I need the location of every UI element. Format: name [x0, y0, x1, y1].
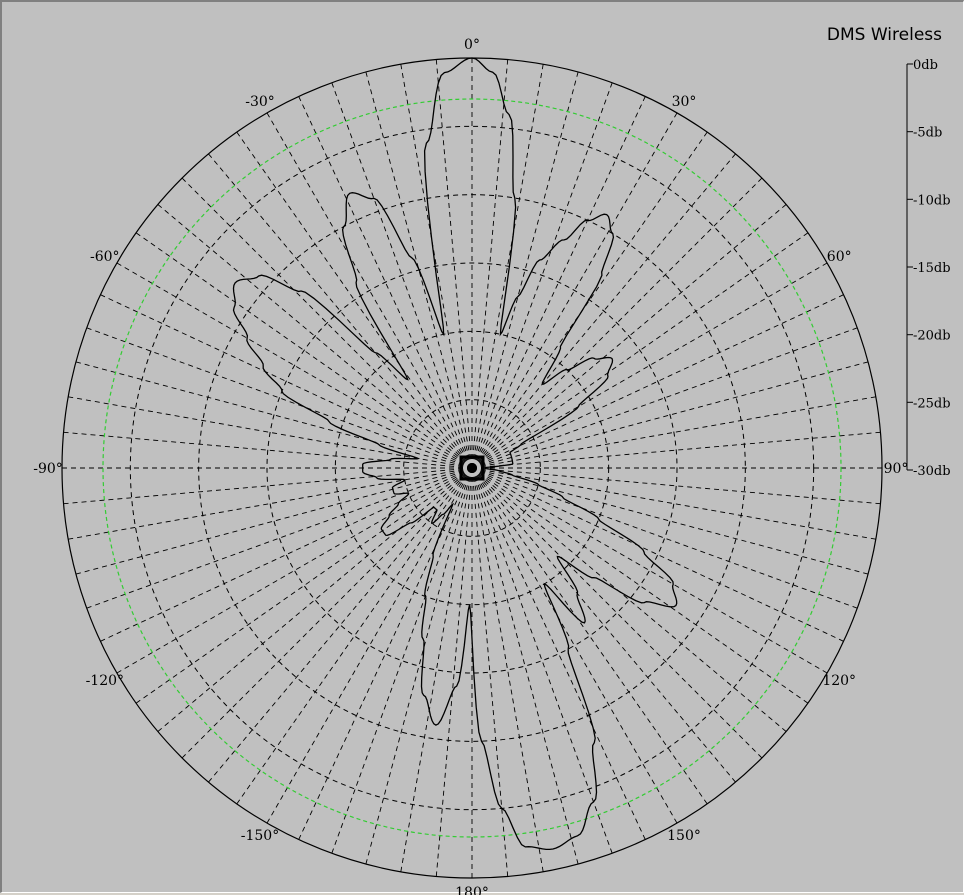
- angle-tick-label: 180°: [455, 885, 489, 895]
- angle-grid-spoke: [86, 467, 473, 609]
- angle-grid-spoke: [331, 467, 473, 854]
- db-scale-label: -15db: [913, 261, 951, 276]
- db-scale-label: -10db: [913, 193, 951, 208]
- angle-grid-spoke: [266, 467, 473, 824]
- angle-grid-spoke: [471, 467, 828, 674]
- angle-tick-label: 30°: [672, 94, 697, 110]
- db-grid-ring: [266, 262, 678, 674]
- angle-grid-spoke: [75, 467, 473, 575]
- center-marker: [459, 455, 485, 481]
- angle-grid-spoke: [471, 467, 613, 854]
- brand-label: DMS Wireless: [827, 25, 942, 45]
- db-scale-label: 0db: [913, 58, 938, 73]
- angle-tick-label: 120°: [822, 673, 856, 689]
- angle-grid-spoke: [298, 467, 473, 840]
- angle-tick-label: 90°: [884, 461, 909, 477]
- angle-tick-labels: 0° 30° 60° 90° 120° 150° 180° -150° -120° -90° -60…: [33, 37, 908, 895]
- db-scale-label: -5db: [913, 126, 942, 141]
- db-scale-label: -30db: [913, 464, 951, 479]
- angle-grid-spoke: [471, 467, 844, 642]
- radiation-pattern-line: [232, 57, 678, 851]
- angle-grid-spoke: [100, 467, 473, 642]
- angle-grid-spoke: [471, 467, 579, 865]
- db-scale-axis: 0db -5db -10db -15db -20db -25db -30db: [906, 58, 951, 479]
- angle-tick-label: 60°: [827, 249, 852, 265]
- angle-tick-label: -120°: [86, 673, 124, 689]
- reference-level-circle: [102, 98, 842, 838]
- angle-tick-label: -90°: [33, 461, 63, 477]
- db-grid-ring: [129, 125, 815, 811]
- angle-tick-label: -60°: [90, 249, 120, 265]
- angle-grid-spoke: [116, 467, 473, 674]
- angle-grid-spoke: [471, 467, 869, 575]
- angle-tick-label: 150°: [667, 828, 701, 844]
- angle-grid-spoke: [471, 467, 763, 759]
- angle-tick-label: 0°: [464, 37, 480, 53]
- angle-tick-label: -150°: [241, 828, 279, 844]
- angle-grid-spoke: [471, 467, 646, 840]
- angle-grid-spoke: [471, 467, 858, 609]
- db-grid-ring: [403, 399, 541, 537]
- angle-grid-spokes: [62, 58, 882, 878]
- db-scale-label: -25db: [913, 396, 951, 411]
- angle-grid-spoke: [471, 467, 678, 824]
- angle-tick-label: -30°: [245, 94, 275, 110]
- db-scale-label: -20db: [913, 329, 951, 344]
